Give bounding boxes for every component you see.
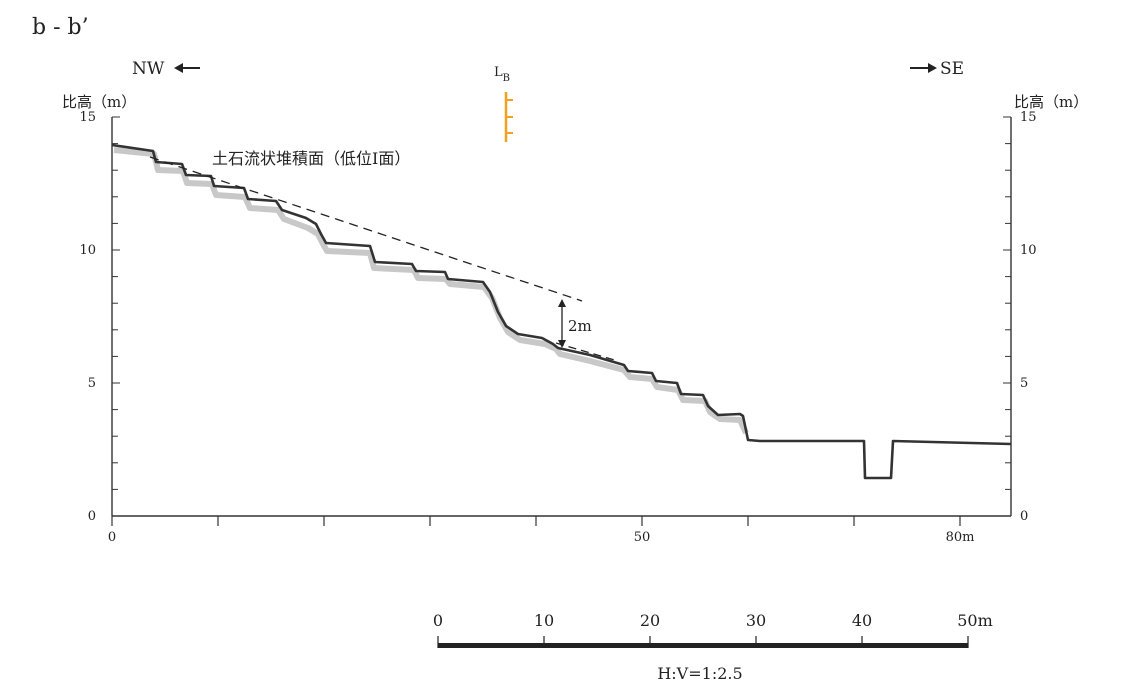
arrow-left-icon xyxy=(174,63,200,73)
direction-se-label: SE xyxy=(940,59,964,79)
ground-profile-line xyxy=(111,143,1012,480)
scale-ratio-label: H:V=1:2.5 xyxy=(657,664,742,683)
ground-profile-shadow xyxy=(113,147,749,435)
height-difference-arrow xyxy=(558,299,566,348)
scale-bar xyxy=(437,636,969,648)
section-label: b - b’ xyxy=(32,15,89,40)
x-axis-ticks xyxy=(111,516,961,526)
x-tick-label-80m: 80m xyxy=(946,530,975,545)
y-tick-label-right-15: 15 xyxy=(1020,110,1037,125)
y-tick-label-right-5: 5 xyxy=(1020,376,1028,391)
scale-tick-label-20: 20 xyxy=(640,611,660,630)
scale-tick-label-10: 10 xyxy=(534,611,554,630)
lb-marker: LB xyxy=(494,65,513,142)
y-axis-title-right: 比高（m） xyxy=(1014,93,1088,111)
lower-surface-dashed-line xyxy=(555,342,619,362)
direction-nw-label: NW xyxy=(132,59,165,79)
arrow-right-icon xyxy=(910,63,937,73)
axes-frame xyxy=(111,117,1012,517)
y-tick-label-left-15: 15 xyxy=(79,110,96,125)
y-tick-label-right-0: 0 xyxy=(1020,509,1028,524)
y-tick-label-left-0: 0 xyxy=(88,509,96,524)
scale-tick-label-50m: 50m xyxy=(957,611,993,630)
y-axis-title-left: 比高（m） xyxy=(62,93,136,111)
scale-tick-label-40: 40 xyxy=(852,611,872,630)
lb-marker-label: LB xyxy=(494,65,510,84)
right-y-ticks xyxy=(1003,116,1011,490)
surface-label: 土石流状堆積面（低位Ⅰ面） xyxy=(212,149,410,168)
scale-tick-label-30: 30 xyxy=(746,611,766,630)
y-tick-label-left-10: 10 xyxy=(79,243,96,258)
left-y-ticks xyxy=(112,116,120,490)
x-tick-label-50: 50 xyxy=(634,530,651,545)
x-tick-label-0: 0 xyxy=(108,530,116,545)
height-difference-label: 2m xyxy=(568,317,592,335)
y-tick-label-right-10: 10 xyxy=(1020,243,1037,258)
scale-tick-label-0: 0 xyxy=(433,611,443,630)
y-tick-label-left-5: 5 xyxy=(88,376,96,391)
upper-surface-dashed-line xyxy=(149,156,583,302)
